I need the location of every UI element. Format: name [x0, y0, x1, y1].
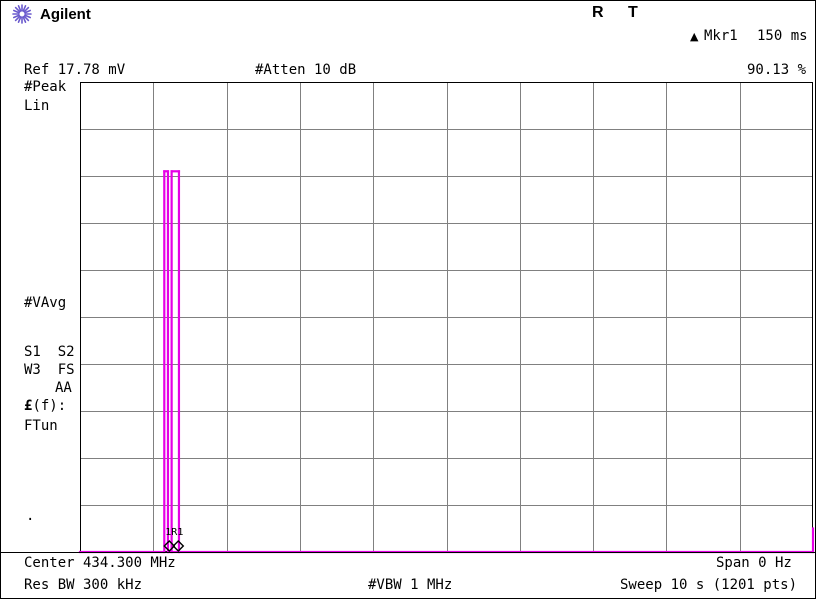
brand-name: Agilent — [40, 5, 91, 23]
ef-symbol: £ — [24, 398, 33, 414]
brand-logo: Agilent — [12, 2, 91, 26]
detector-mode: #Peak — [24, 79, 67, 95]
footer-divider — [0, 552, 816, 553]
frequency-function: £(f): — [24, 398, 66, 414]
sweep-status-s1s2: S1 S2 — [24, 344, 75, 360]
ftun-label: FTun — [24, 418, 58, 434]
marker-tag: 1R1 — [165, 527, 183, 538]
sweep-time: Sweep 10 s (1201 pts) — [620, 577, 798, 593]
delta-marker-icon: ▲ — [690, 30, 699, 43]
video-bandwidth: #VBW 1 MHz — [368, 577, 453, 593]
sweep-status-w3fs: W3 FS — [24, 362, 75, 378]
marker-time: 150 ms — [757, 28, 808, 44]
attenuation: #Atten 10 dB — [255, 62, 357, 78]
ef-suffix: (f): — [32, 398, 67, 414]
marker-diamond-delta — [172, 540, 185, 552]
resolution-bandwidth: Res BW 300 kHz — [24, 577, 143, 593]
indicator-t: T — [628, 4, 638, 21]
marker-label: Mkr1 — [704, 28, 738, 44]
span: Span 0 Hz — [716, 555, 792, 571]
trace-plot: 1R1 — [78, 82, 815, 554]
video-average: #VAvg — [24, 295, 67, 311]
scale-type: Lin — [24, 98, 50, 114]
dot-indicator: . — [26, 508, 35, 524]
sweep-status-aa: AA — [55, 380, 72, 396]
indicator-r: R — [592, 4, 604, 21]
starburst-icon — [12, 4, 32, 24]
trace-display: 1R1 — [78, 82, 815, 554]
marker-diamond-reference — [163, 540, 176, 552]
center-frequency: Center 434.300 MHz — [24, 555, 176, 571]
marker-value: 90.13 % — [747, 62, 807, 78]
ref-level: Ref 17.78 mV — [24, 62, 126, 78]
